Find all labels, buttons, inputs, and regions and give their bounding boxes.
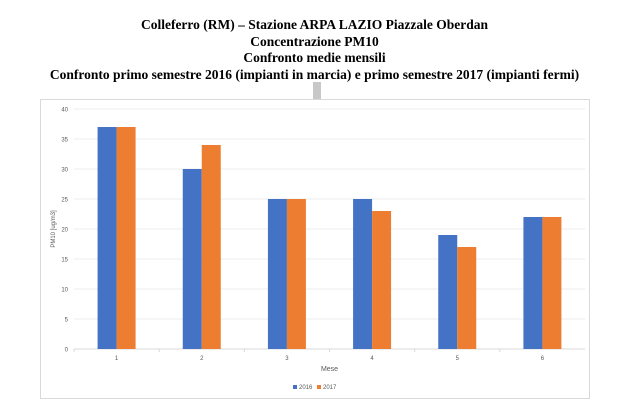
bar-2016-3 [267, 199, 287, 349]
y-tick-label: 0 [65, 348, 69, 354]
title-line-4: Confronto primo semestre 2016 (impianti … [49, 66, 580, 82]
y-tick-label: 10 [61, 288, 68, 294]
y-tick-label: 20 [61, 228, 68, 234]
x-tick-label: 4 [370, 356, 374, 362]
x-tick-label: 2 [200, 356, 204, 362]
legend-label-2016: 2016 [299, 385, 313, 391]
y-axis-label: PM10 [ug/m3] [51, 210, 57, 248]
title-line-2: Concentrazione PM10 [250, 33, 379, 49]
bar-2017-4 [372, 211, 392, 349]
x-tick-label: 6 [541, 356, 545, 362]
y-tick-label: 30 [61, 168, 68, 174]
bar-2016-2 [182, 169, 202, 349]
bar-2016-6 [523, 217, 543, 349]
bar-2016-1 [97, 127, 117, 349]
chart-frame [40, 99, 590, 399]
bar-2016-4 [353, 199, 373, 349]
bar-2017-2 [201, 145, 221, 349]
y-tick-label: 15 [61, 258, 68, 264]
y-tick-label: 25 [61, 198, 68, 204]
x-axis-label: Mese [321, 366, 338, 373]
bar-2017-3 [286, 199, 306, 349]
y-tick-label: 5 [65, 318, 69, 324]
bar-2016-5 [438, 235, 458, 349]
legend-swatch-2016 [293, 385, 297, 389]
bar-2017-1 [116, 127, 136, 349]
y-tick-label: 40 [61, 108, 68, 114]
bar-2017-5 [457, 247, 477, 349]
resize-handle[interactable] [313, 82, 321, 99]
chart-title: Colleferro (RM) – Stazione ARPA LAZIO Pi… [0, 17, 629, 83]
legend-label-2017: 2017 [323, 385, 337, 391]
legend-swatch-2017 [317, 385, 321, 389]
x-tick-label: 5 [456, 356, 460, 362]
x-tick-label: 3 [285, 356, 289, 362]
title-line-1: Colleferro (RM) – Stazione ARPA LAZIO Pi… [140, 17, 489, 32]
title-line-3: Confronto medie mensili [243, 50, 386, 65]
y-tick-label: 35 [61, 138, 68, 144]
bar-2017-6 [542, 217, 562, 349]
x-tick-label: 1 [115, 356, 119, 362]
